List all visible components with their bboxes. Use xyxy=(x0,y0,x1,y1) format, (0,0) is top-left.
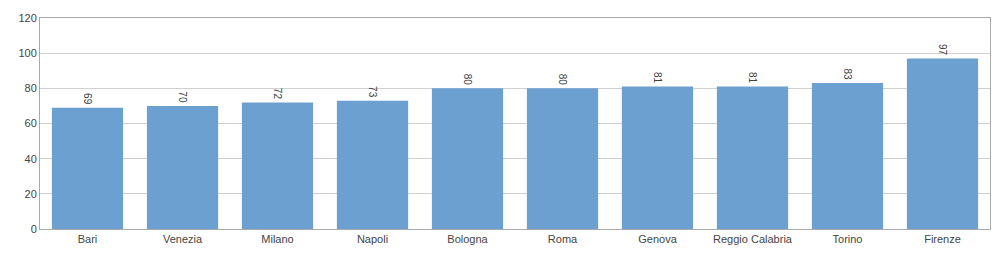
svg-text:81: 81 xyxy=(652,72,663,84)
svg-text:Firenze: Firenze xyxy=(924,233,961,245)
svg-text:80: 80 xyxy=(462,74,473,86)
svg-text:100: 100 xyxy=(18,47,36,59)
svg-text:81: 81 xyxy=(747,72,758,84)
svg-text:97: 97 xyxy=(937,44,948,56)
svg-text:40: 40 xyxy=(25,153,37,165)
svg-text:69: 69 xyxy=(82,93,93,105)
svg-text:Genova: Genova xyxy=(638,233,677,245)
svg-text:Napoli: Napoli xyxy=(357,233,388,245)
svg-text:Torino: Torino xyxy=(833,233,863,245)
svg-text:Reggio Calabria: Reggio Calabria xyxy=(713,233,793,245)
svg-text:Bologna: Bologna xyxy=(447,233,488,245)
svg-text:120: 120 xyxy=(18,12,36,24)
svg-text:72: 72 xyxy=(272,88,283,100)
svg-text:Milano: Milano xyxy=(261,233,293,245)
svg-text:20: 20 xyxy=(25,188,37,200)
svg-text:Roma: Roma xyxy=(548,233,578,245)
svg-text:70: 70 xyxy=(177,91,188,103)
svg-text:0: 0 xyxy=(31,223,37,235)
svg-text:83: 83 xyxy=(842,68,853,80)
svg-text:80: 80 xyxy=(25,82,37,94)
svg-text:Venezia: Venezia xyxy=(163,233,203,245)
svg-text:73: 73 xyxy=(367,86,378,98)
svg-text:80: 80 xyxy=(557,74,568,86)
svg-text:60: 60 xyxy=(25,117,37,129)
svg-text:Bari: Bari xyxy=(78,233,98,245)
